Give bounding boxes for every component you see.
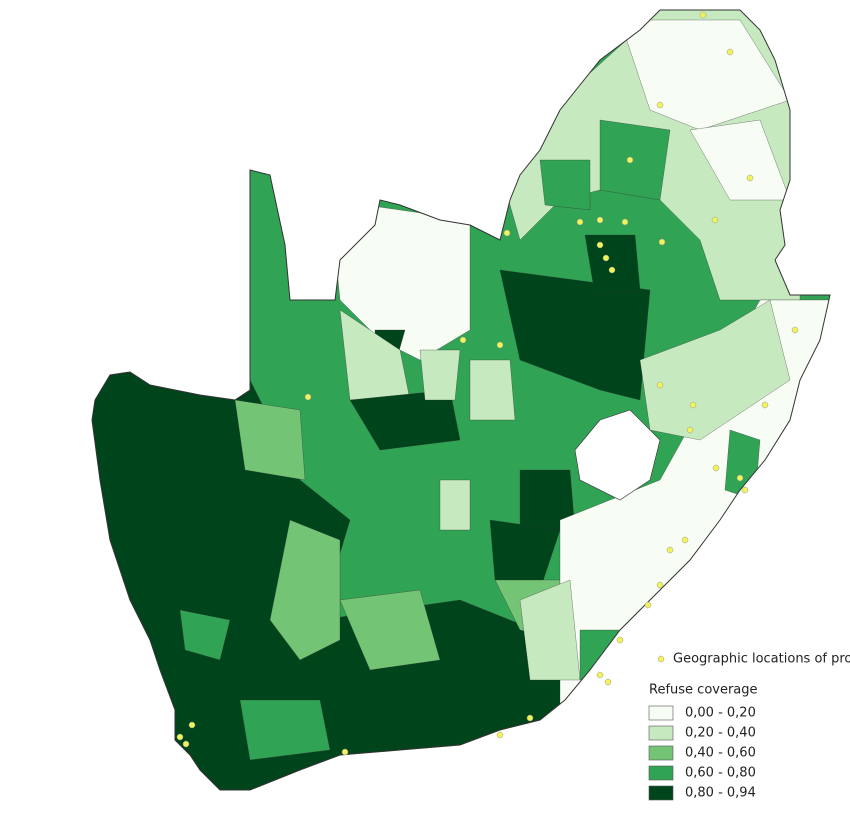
region — [584, 234, 641, 296]
legend-swatch — [648, 765, 674, 781]
legend-label: Geographic locations of protests — [673, 652, 850, 667]
protest-point — [658, 238, 666, 246]
region — [269, 519, 341, 661]
protest-point — [616, 636, 624, 644]
protest-point — [188, 721, 196, 729]
legend: Geographic locations of protests Refuse … — [648, 652, 850, 801]
protest-point — [626, 156, 634, 164]
protest-point — [621, 218, 629, 226]
legend-swatch — [648, 785, 674, 801]
protest-point — [608, 266, 616, 274]
legend-class-label: 0,40 - 0,60 — [685, 746, 756, 761]
protest-point — [644, 601, 652, 609]
protest-point — [596, 241, 604, 249]
protest-points — [176, 11, 799, 756]
region — [599, 119, 671, 201]
region — [339, 589, 441, 671]
protest-point — [686, 426, 694, 434]
legend-title: Refuse coverage — [649, 683, 758, 698]
region — [439, 479, 471, 531]
region — [349, 389, 461, 451]
region — [239, 699, 331, 761]
lesotho — [574, 409, 661, 501]
protest-point — [746, 174, 754, 182]
protest-point — [656, 101, 664, 109]
protest-point — [526, 714, 534, 722]
protest-point — [736, 474, 744, 482]
region — [619, 19, 791, 131]
protest-point — [503, 229, 511, 237]
region — [179, 609, 231, 661]
protest-point — [341, 748, 349, 756]
protest-point — [496, 731, 504, 739]
protest-point — [576, 218, 584, 226]
legend-class-label: 0,20 - 0,40 — [685, 726, 756, 741]
protest-point — [699, 11, 707, 19]
protest-point — [761, 401, 769, 409]
legend-swatch — [648, 705, 674, 721]
protest-point — [596, 216, 604, 224]
region — [419, 349, 461, 401]
protest-point — [496, 341, 504, 349]
protest-point — [602, 254, 610, 262]
protest-point — [304, 393, 312, 401]
protest-point — [712, 464, 720, 472]
region — [539, 159, 591, 211]
legend-class-label: 0,80 - 0,94 — [685, 786, 756, 801]
protest-point — [596, 671, 604, 679]
protest-point — [604, 678, 612, 686]
protest-point — [741, 486, 749, 494]
legend-class-label: 0,00 - 0,20 — [685, 706, 756, 721]
protest-point — [726, 48, 734, 56]
protest-point — [689, 401, 697, 409]
legend-swatch — [648, 745, 674, 761]
protest-point — [666, 546, 674, 554]
protest-point — [459, 336, 467, 344]
region — [234, 399, 306, 481]
region — [469, 359, 516, 421]
protest-point — [711, 216, 719, 224]
protest-point — [791, 326, 799, 334]
legend-swatch — [648, 725, 674, 741]
protest-point — [656, 381, 664, 389]
protest-point — [681, 536, 689, 544]
legend-marker — [657, 655, 665, 663]
legend-class-label: 0,60 - 0,80 — [685, 766, 756, 781]
protest-point — [656, 581, 664, 589]
protest-point — [176, 733, 184, 741]
protest-point — [182, 740, 190, 748]
